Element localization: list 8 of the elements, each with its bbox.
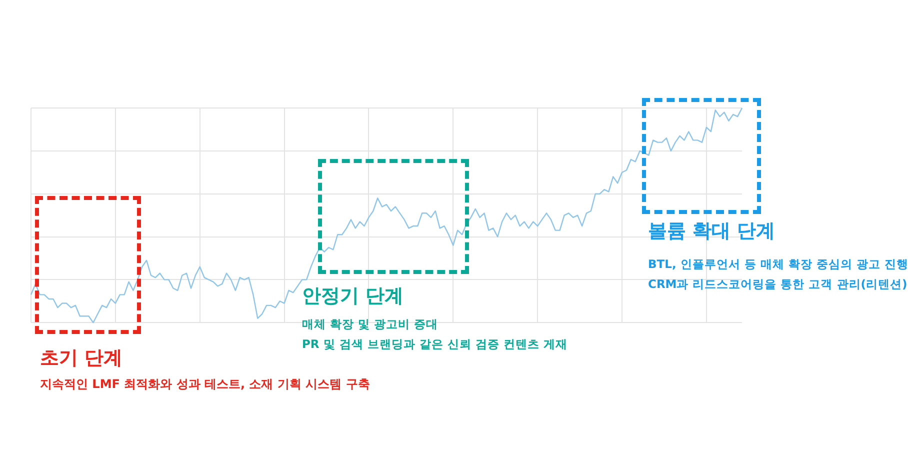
- annotation: BTL, 인플루언서 등 매체 확장 중심의 광고 진행: [648, 257, 908, 272]
- annotation: 매체 확장 및 광고비 증대: [302, 317, 438, 332]
- annotation: 안정기 단계: [302, 284, 404, 309]
- annotation: CRM과 리드스코어링을 통한 고객 관리(리텐션): [648, 277, 908, 292]
- text: 지속적인 LMF 최적화와 성과 테스트, 소재 기획 시스템 구축: [40, 376, 370, 393]
- text: PR 및 검색 브랜딩과 같은 신뢰 검증 컨텐츠 게재: [302, 337, 568, 352]
- text: 초기 단계: [40, 346, 123, 371]
- annotation: 볼륨 확대 단계: [648, 219, 776, 244]
